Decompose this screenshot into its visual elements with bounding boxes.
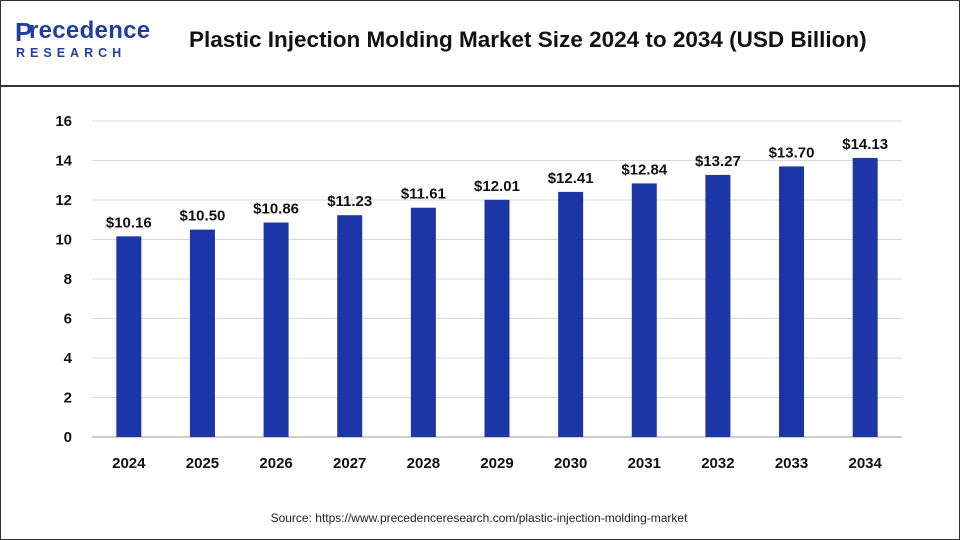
bar (337, 215, 363, 437)
bar (631, 183, 657, 437)
bar (852, 157, 878, 437)
x-tick-label: 2034 (848, 455, 882, 472)
x-tick-label: 2026 (259, 455, 292, 472)
data-label: $10.86 (253, 201, 299, 218)
bar (558, 191, 584, 437)
header: P recedence RESEARCH Plastic Injection M… (1, 1, 959, 87)
logo-subtitle: RESEARCH (16, 46, 127, 60)
data-label: $13.70 (769, 144, 815, 161)
x-tick-label: 2032 (701, 455, 734, 472)
x-tick-label: 2033 (775, 455, 808, 472)
x-tick-label: 2031 (628, 455, 661, 472)
y-tick-label: 8 (64, 271, 72, 288)
y-tick-label: 16 (55, 113, 72, 130)
bar (779, 166, 805, 438)
x-tick-label: 2029 (480, 455, 513, 472)
source-note: Source: https://www.precedenceresearch.c… (270, 511, 688, 525)
y-tick-label: 0 (64, 429, 72, 446)
bar (705, 174, 731, 438)
bar (484, 199, 510, 437)
x-tick-label: 2025 (186, 455, 219, 472)
x-tick-label: 2030 (554, 455, 587, 472)
data-label: $11.61 (401, 186, 446, 203)
data-label: $12.84 (621, 161, 668, 178)
y-tick-label: 10 (55, 232, 72, 249)
y-tick-label: 2 (64, 390, 72, 407)
y-tick-label: 4 (64, 350, 73, 367)
logo-letter: P (15, 17, 33, 47)
y-tick-label: 14 (55, 153, 72, 170)
data-label: $10.50 (180, 208, 226, 225)
x-tick-label: 2028 (407, 455, 440, 472)
data-label: $12.41 (548, 170, 594, 187)
data-label: $12.01 (474, 178, 520, 195)
chart-title: Plastic Injection Molding Market Size 20… (189, 27, 867, 52)
logo-wordmark: recedence (29, 17, 151, 44)
data-label: $13.27 (695, 153, 741, 170)
data-label: $11.23 (327, 193, 372, 210)
bar (189, 229, 215, 437)
bar (263, 222, 289, 437)
y-tick-label: 12 (55, 192, 72, 209)
data-label: $14.13 (842, 136, 888, 153)
x-tick-label: 2027 (333, 455, 366, 472)
precedence-research-logo: P recedence RESEARCH (15, 17, 165, 67)
x-tick-label: 2024 (112, 455, 146, 472)
bar (116, 236, 142, 437)
y-tick-label: 6 (64, 311, 72, 328)
data-label: $10.16 (106, 214, 152, 231)
bar (410, 207, 436, 437)
